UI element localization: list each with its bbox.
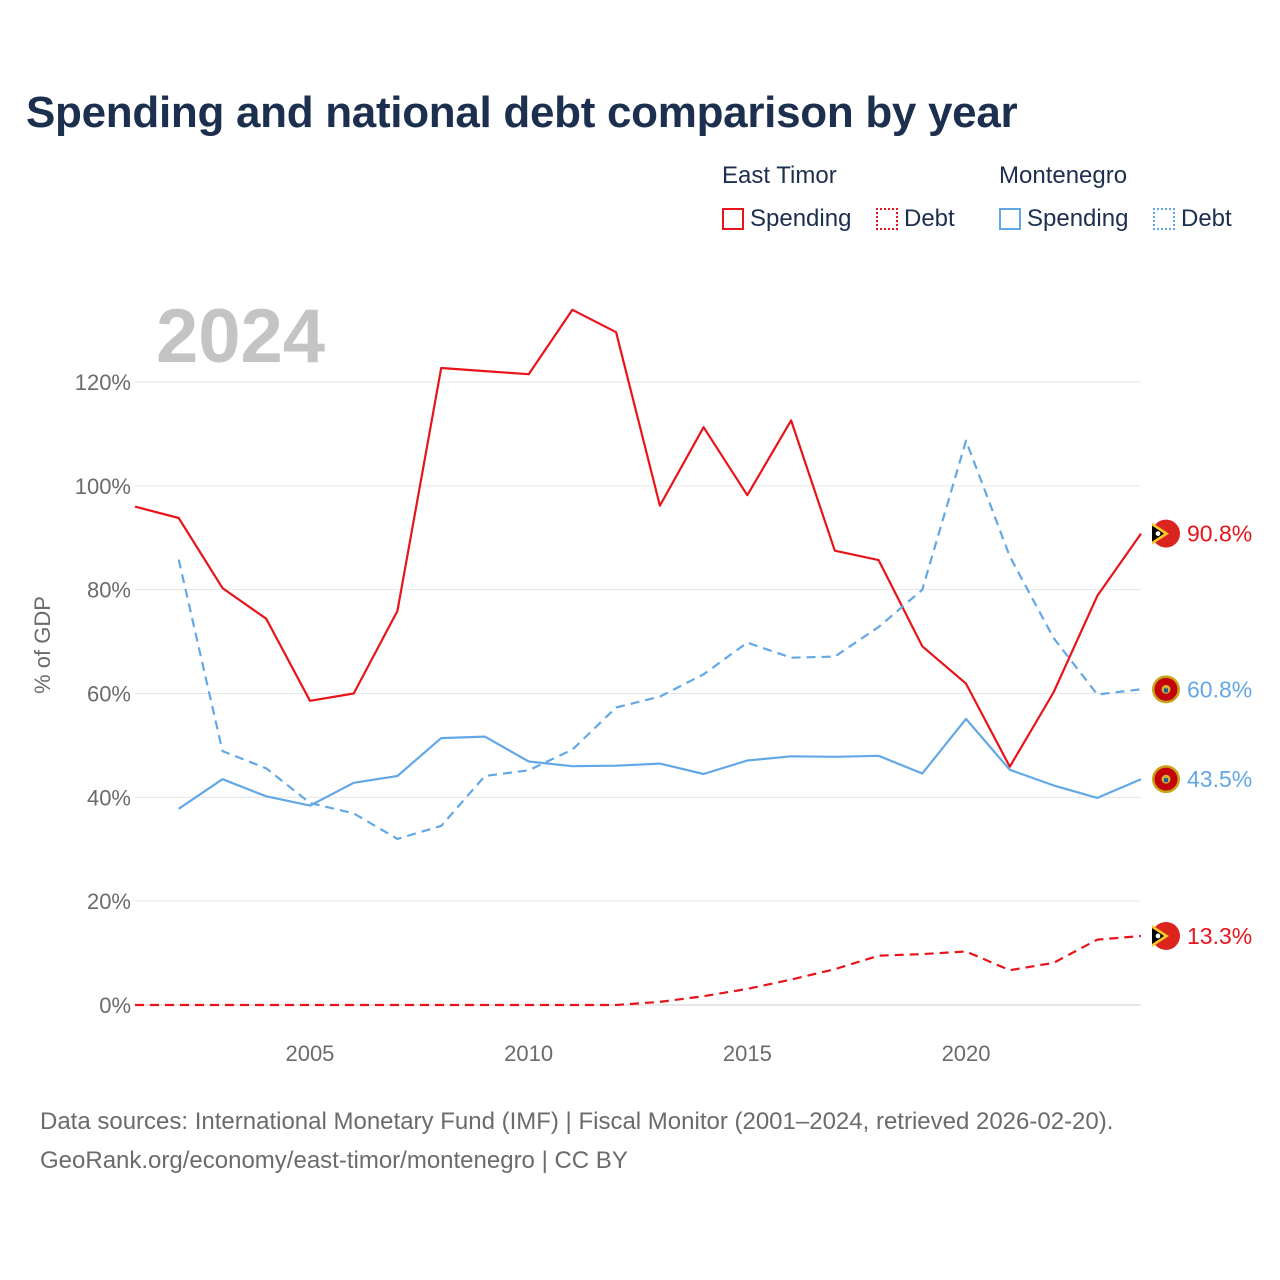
legend-label: Debt: [904, 205, 955, 232]
end-value-label: 13.3%: [1187, 923, 1252, 949]
legend-label: Debt: [1181, 205, 1232, 232]
legend-country-east-timor: East Timor: [722, 162, 837, 189]
end-value-label: 60.8%: [1187, 676, 1252, 702]
end-value-label: 90.8%: [1187, 521, 1252, 547]
legend-swatch-dotted-red: [876, 208, 898, 230]
year-watermark: 2024: [156, 294, 325, 379]
legend-swatch-dotted-blue: [1153, 208, 1175, 230]
x-tick-label: 2010: [504, 1041, 553, 1066]
footer-link: GeoRank.org/economy/east-timor/montenegr…: [40, 1147, 628, 1174]
y-tick-label: 60%: [87, 682, 131, 707]
legend-label: Spending: [750, 205, 852, 232]
x-tick-label: 2005: [285, 1041, 334, 1066]
flag-montenegro-shield: [1164, 778, 1168, 783]
y-tick-label: 120%: [75, 370, 131, 395]
legend-item-east-timor-spending: Spending: [722, 205, 851, 233]
y-tick-label: 100%: [75, 474, 131, 499]
y-tick-label: 0%: [99, 993, 131, 1018]
legend-swatch-solid-blue: [999, 208, 1021, 230]
end-value-label: 43.5%: [1187, 766, 1252, 792]
flag-east-timor-star: [1155, 933, 1161, 939]
legend-item-east-timor-debt: Debt: [876, 205, 955, 233]
legend-item-montenegro-debt: Debt: [1153, 205, 1232, 233]
y-tick-label: 40%: [87, 785, 131, 810]
flag-montenegro-shield: [1164, 688, 1168, 693]
x-tick-label: 2015: [723, 1041, 772, 1066]
series-line-montenegro-debt: [177, 439, 1142, 841]
series-line-montenegro-spending: [178, 717, 1142, 810]
legend-item-montenegro-spending: Spending: [999, 205, 1128, 233]
x-tick-label: 2020: [942, 1041, 991, 1066]
flag-east-timor-star: [1155, 531, 1161, 536]
legend-country-montenegro: Montenegro: [999, 162, 1128, 189]
legend-swatch-solid-red: [722, 208, 744, 230]
legend-label: Spending: [1027, 205, 1129, 232]
chart-title: Spending and national debt comparison by…: [26, 88, 1018, 137]
y-axis-label: % of GDP: [30, 596, 55, 694]
y-tick-label: 80%: [87, 578, 131, 603]
footer-sources: Data sources: International Monetary Fun…: [40, 1108, 1114, 1135]
series-line-east-timor-debt: [135, 934, 1142, 1007]
y-tick-label: 20%: [87, 889, 131, 914]
series-line-east-timor-spending: [134, 308, 1142, 768]
